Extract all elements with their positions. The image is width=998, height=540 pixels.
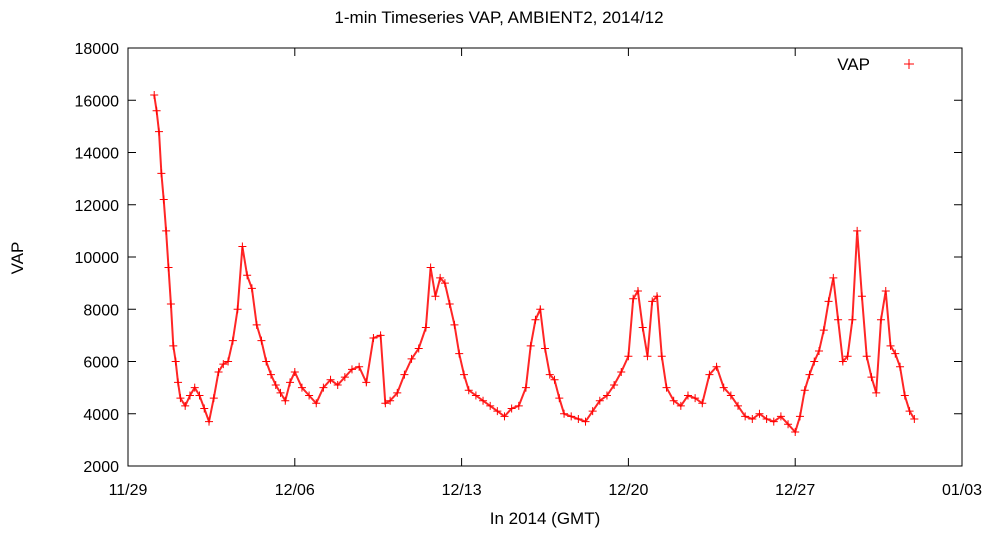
y-tick-label: 12000 [75, 198, 120, 215]
x-tick-label: 12/13 [442, 482, 482, 499]
y-tick-label: 10000 [75, 250, 120, 267]
y-tick-label: 16000 [75, 93, 120, 110]
legend-marker [904, 59, 914, 69]
y-tick-label: 6000 [83, 355, 119, 372]
y-tick-label: 4000 [83, 407, 119, 424]
y-axis-label: VAP [8, 241, 27, 275]
x-tick-label: 12/06 [275, 482, 315, 499]
y-tick-label: 8000 [83, 302, 119, 319]
y-tick-label: 14000 [75, 146, 120, 163]
series-line [153, 94, 916, 434]
plot-frame [127, 47, 963, 467]
y-tick-label: 18000 [75, 41, 120, 58]
x-axis-label: In 2014 (GMT) [489, 509, 601, 528]
x-tick-label: 12/20 [608, 482, 648, 499]
x-tick-label: 01/03 [942, 482, 982, 499]
legend-label: VAP [837, 55, 870, 74]
y-tick-label: 2000 [83, 459, 119, 476]
x-tick-label: 11/29 [109, 482, 148, 499]
data-point [910, 414, 919, 423]
x-tick-label: 12/27 [775, 482, 815, 499]
chart-title: 1-min Timeseries VAP, AMBIENT2, 2014/12 [334, 8, 664, 27]
